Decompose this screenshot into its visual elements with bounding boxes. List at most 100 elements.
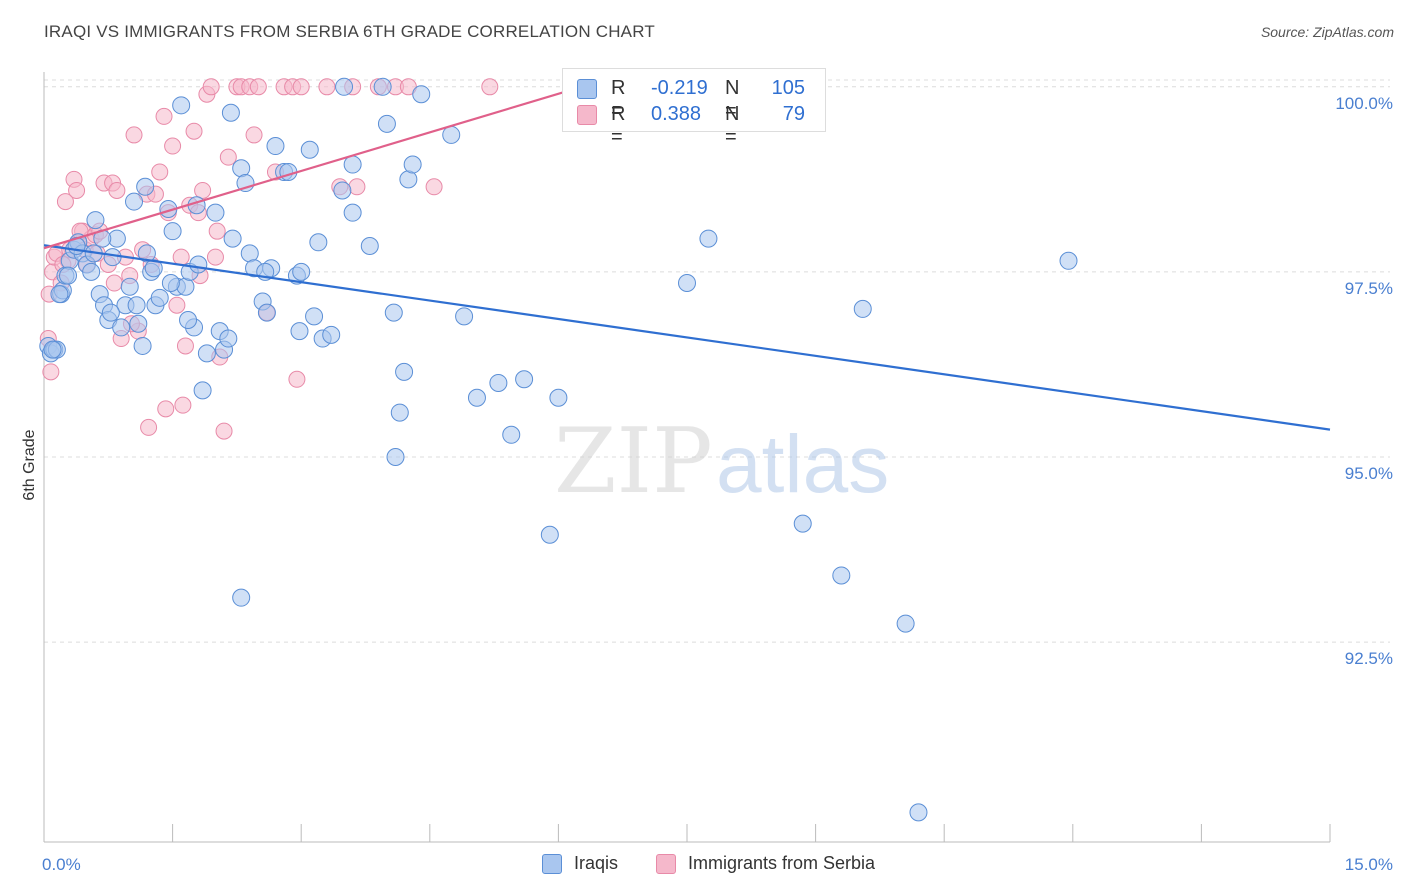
iraqi-point [206,203,225,222]
iraqi-point [467,388,486,407]
legend-swatch-blue [577,79,597,99]
serbia-point [105,274,123,292]
y-tick-label: 92.5% [1345,649,1393,668]
x-tick-label: 15.0% [1345,855,1393,874]
iraqi-point [343,155,362,174]
serbia-point [348,178,366,196]
iraqi-point [309,233,328,252]
iraqi-point [300,140,319,159]
legend-n-label: N = [725,77,740,122]
bottom-legend-swatch-pink [656,854,676,874]
serbia-point [176,337,194,355]
y-tick-label: 100.0% [1335,94,1393,113]
iraqi-point [386,448,405,466]
iraqi-point [43,340,62,359]
serbia-point [292,78,310,96]
iraqi-point [549,388,568,407]
iraqi-point [133,336,152,355]
serbia-point [68,181,86,199]
iraqi-point [322,325,341,344]
serbia-point [481,78,499,96]
y-tick-label: 97.5% [1345,279,1393,298]
watermark-zip: ZIP [554,409,713,514]
iraqi-point [390,403,409,422]
stats-legend: R = -0.219 N = 105 R = 0.388 N = 79 [562,68,826,148]
iraqi-point [161,274,180,293]
iraqi-point [257,303,276,322]
legend-r-value: -0.219 [651,77,708,99]
iraqi-point [240,244,259,263]
iraqi-point [412,85,431,104]
bottom-legend-label: Iraqis [574,853,619,873]
serbia-point [155,107,173,125]
serbia-point [172,248,190,266]
iraqi-point [189,255,208,274]
iraqi-point [793,514,812,533]
iraqi-point [219,329,238,348]
iraqi-point [502,425,521,444]
iraqi-point [232,159,251,178]
iraqi-point [144,259,163,278]
iraqi-point [403,155,422,174]
iraqi-point [129,314,148,333]
watermark-atlas: atlas [716,419,889,510]
iraqi-point [333,181,352,200]
legend-n-label: N = [725,103,740,148]
serbia-point [185,122,203,140]
serbia-point [168,296,186,314]
iraqi-point [678,274,696,293]
iraqi-point [266,137,285,156]
iraqi-point [112,318,131,337]
iraqi-trend-line [43,244,1331,431]
bottom-legend-swatch-blue [542,854,562,874]
serbia-point [56,193,74,211]
iraqi-point [232,588,251,607]
iraqi-point [442,125,461,144]
iraqi-points [39,77,1078,822]
serbia-point [245,126,263,144]
iraqi-point [136,177,155,196]
serbia-trend-line [43,79,602,250]
serbia-point [164,137,182,155]
tick-labels: 100.0% 97.5% 95.0% 92.5% 0.0% 15.0% [42,94,1393,874]
iraqi-point [137,244,156,263]
legend-n-value: 79 [782,103,805,125]
iraqi-point [853,299,872,318]
serbia-point [425,178,443,196]
iraqi-point [82,262,101,281]
iraqi-point [172,96,191,115]
bottom-legend-label: Immigrants from Serbia [688,853,876,873]
iraqi-point [360,236,379,255]
serbia-point [108,181,126,199]
serbia-points [39,78,597,440]
serbia-point [215,422,233,440]
iraqi-point [540,525,559,544]
iraqi-point [193,381,212,400]
iraqi-point [909,803,928,822]
iraqi-point [101,303,120,322]
iraqi-point [1059,251,1078,270]
serbia-point [157,400,175,418]
iraqi-point [290,322,309,341]
iraqi-point [832,566,851,585]
iraqi-point [395,362,414,381]
serbia-point [219,148,237,166]
y-tick-label: 95.0% [1345,464,1393,483]
iraqi-point [399,170,418,189]
iraqi-point [305,307,324,326]
iraqi-point [50,285,69,304]
x-tick-label: 0.0% [42,855,81,874]
iraqi-point [59,266,78,285]
watermark: ZIP atlas [554,409,889,514]
iraqi-point [163,222,182,241]
trend-lines [43,79,1331,431]
serbia-point [206,248,224,266]
iraqi-point [223,229,242,248]
serbia-point [194,181,212,199]
iraqi-point [489,373,508,392]
serbia-point [202,78,220,96]
serbia-point [288,370,306,388]
serbia-point [140,418,158,436]
iraqi-point [699,229,718,248]
